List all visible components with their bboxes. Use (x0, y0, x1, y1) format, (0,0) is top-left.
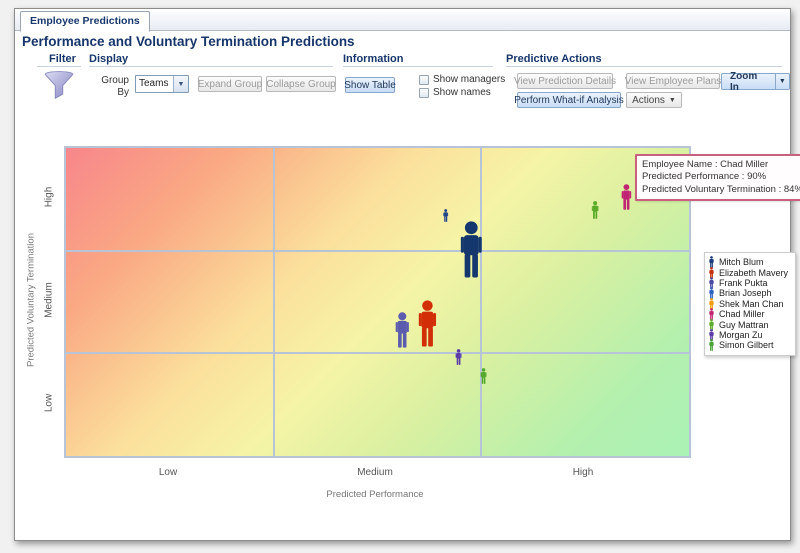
collapse-group-button[interactable]: Collapse Group (266, 76, 336, 92)
person-icon (592, 200, 599, 219)
x-axis-tick-high: High (572, 467, 594, 478)
legend-item[interactable]: Elizabeth Mavery (708, 266, 792, 279)
display-group-rule (89, 66, 333, 67)
group-by-label: Group By (101, 75, 129, 98)
filter-group-header: Filter (49, 53, 76, 65)
zoom-in-split-button: Zoom In ▼ (721, 71, 790, 93)
zoom-in-dropdown-arrow[interactable]: ▼ (775, 73, 790, 90)
filter-funnel-icon[interactable] (43, 70, 75, 100)
perform-what-if-analysis-button[interactable]: Perform What-if Analysis (514, 92, 624, 108)
gridline-vertical (480, 148, 483, 456)
legend-item-label: Elizabeth Mavery (719, 267, 789, 278)
predictive-actions-group-header: Predictive Actions (506, 53, 602, 65)
legend-item[interactable]: Guy Mattran (708, 318, 792, 331)
employee-figure[interactable] (414, 300, 441, 347)
x-axis-tick-low: Low (158, 467, 178, 478)
y-axis-tick-medium: Medium (43, 282, 55, 318)
view-prediction-details-button[interactable]: View Prediction Details (514, 73, 616, 89)
legend-item-label: Frank Pukta (719, 277, 768, 288)
gridline-vertical (272, 148, 275, 456)
employee-figure[interactable] (479, 368, 488, 384)
legend-item-label: Mitch Blum (719, 257, 764, 268)
display-group-header: Display (89, 53, 129, 65)
filter-group-rule (37, 66, 81, 67)
person-icon (418, 300, 436, 347)
employee-figure[interactable] (590, 200, 600, 219)
x-axis-tick-medium: Medium (357, 467, 393, 478)
legend-item[interactable]: Shek Man Chan (708, 297, 792, 310)
show-table-button[interactable]: Show Table (344, 77, 396, 93)
tooltip-employee-name: Employee Name : Chad Miller (642, 159, 769, 170)
gridline-horizontal (66, 249, 689, 252)
y-axis-title: Predicted Voluntary Termination (25, 233, 37, 367)
legend-item[interactable]: Brian Joseph (708, 287, 792, 300)
zoom-in-button[interactable]: Zoom In (721, 71, 776, 93)
view-employee-plans-button[interactable]: View Employee Plans (625, 73, 721, 89)
legend-item-label: Chad Miller (719, 309, 765, 320)
legend-item-label: Guy Mattran (719, 319, 769, 330)
tooltip-predicted-performance: Predicted Performance : 90% (642, 171, 767, 183)
show-names-label: Show names (433, 87, 491, 98)
person-icon (443, 209, 449, 223)
tab-bar: Employee Predictions (15, 11, 790, 32)
person-icon (709, 339, 714, 352)
actions-button[interactable]: Actions ▼ (626, 92, 682, 108)
information-group-rule (343, 66, 493, 67)
actions-button-label: Actions (632, 94, 665, 106)
group-by-select[interactable]: Teams ▼ (135, 75, 189, 93)
show-managers-checkbox[interactable] (419, 75, 429, 85)
information-group-header: Information (343, 53, 404, 65)
legend-item[interactable]: Frank Pukta (708, 277, 792, 289)
legend-item[interactable]: Mitch Blum (708, 256, 792, 269)
y-axis-tick-low: Low (43, 393, 55, 413)
chart-tooltip: Employee Name : Chad Miller Predicted Pe… (635, 154, 800, 202)
legend-item[interactable]: Chad Miller (708, 308, 792, 321)
person-icon (621, 184, 632, 211)
employee-figure[interactable] (619, 184, 634, 211)
legend-item[interactable]: Morgan Zu (708, 329, 792, 341)
expand-group-button[interactable]: Expand Group (198, 76, 262, 92)
chevron-down-icon: ▼ (668, 96, 676, 104)
predictive-actions-group-rule (506, 66, 782, 67)
tab-employee-predictions[interactable]: Employee Predictions (20, 11, 150, 32)
legend-item-label: Simon Gilbert (719, 340, 774, 351)
person-icon (455, 349, 462, 366)
person-icon (460, 221, 482, 278)
legend-item-label: Brian Joseph (719, 288, 772, 299)
tooltip-predicted-termination: Predicted Voluntary Termination : 84% (642, 183, 800, 195)
app-window: Employee Predictions Performance and Vol… (14, 8, 800, 541)
person-icon (395, 311, 410, 348)
group-by-select-value: Teams (139, 78, 169, 89)
show-names-checkbox[interactable] (419, 88, 429, 98)
show-managers-label: Show managers (433, 74, 506, 85)
gridline-horizontal (66, 352, 689, 355)
employee-figure[interactable] (455, 221, 488, 278)
chart-legend: Mitch Blum Elizabeth Mavery Frank Pukta Bri… (704, 252, 796, 356)
y-axis-tick-high: High (43, 186, 55, 208)
person-icon (480, 368, 487, 384)
employee-figure[interactable] (454, 349, 463, 366)
employee-figure[interactable] (442, 209, 449, 223)
legend-item-label: Morgan Zu (719, 329, 763, 340)
legend-item-label: Shek Man Chan (719, 298, 784, 309)
chevron-down-icon[interactable]: ▼ (173, 76, 188, 92)
employee-figure[interactable] (392, 311, 413, 348)
plot-area[interactable] (64, 146, 691, 458)
page-title: Performance and Voluntary Termination Pr… (22, 34, 355, 49)
legend-item[interactable]: Simon Gilbert (708, 339, 792, 352)
x-axis-title: Predicted Performance (326, 489, 424, 500)
